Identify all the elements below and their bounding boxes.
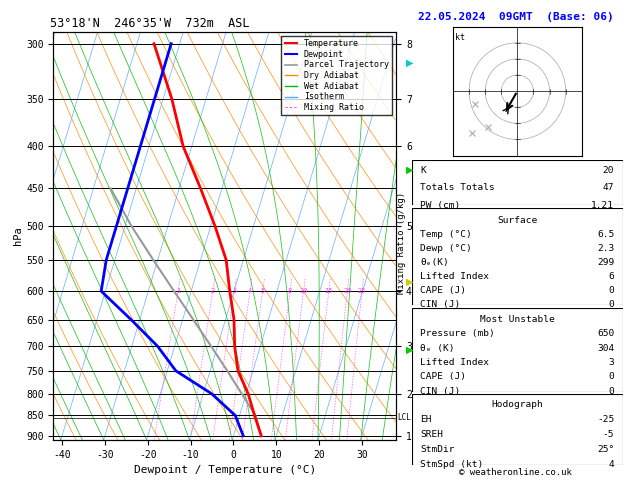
Text: ▶: ▶: [406, 277, 413, 287]
Text: 20: 20: [343, 288, 352, 294]
Text: 1: 1: [176, 288, 181, 294]
Text: 2.3: 2.3: [597, 244, 615, 253]
Text: 0: 0: [608, 372, 615, 382]
X-axis label: Dewpoint / Temperature (°C): Dewpoint / Temperature (°C): [134, 465, 316, 475]
Text: 5: 5: [260, 288, 265, 294]
Text: 25: 25: [358, 288, 366, 294]
Text: 25°: 25°: [597, 445, 615, 454]
Text: StmSpd (kt): StmSpd (kt): [420, 460, 484, 469]
Text: 8: 8: [288, 288, 292, 294]
Text: 2: 2: [211, 288, 215, 294]
Text: Lifted Index: Lifted Index: [420, 358, 489, 367]
Text: 6.5: 6.5: [597, 230, 615, 239]
Text: CIN (J): CIN (J): [420, 387, 460, 396]
Text: Totals Totals: Totals Totals: [420, 183, 495, 192]
Text: K: K: [420, 166, 426, 175]
Text: 53°18'N  246°35'W  732m  ASL: 53°18'N 246°35'W 732m ASL: [50, 17, 250, 31]
Text: ▶: ▶: [406, 58, 413, 68]
Text: CIN (J): CIN (J): [420, 300, 460, 309]
Text: θₑ(K): θₑ(K): [420, 259, 449, 267]
Text: 1.21: 1.21: [591, 201, 615, 209]
Text: 650: 650: [597, 330, 615, 338]
Text: CAPE (J): CAPE (J): [420, 372, 467, 382]
Text: 3: 3: [608, 358, 615, 367]
Text: SREH: SREH: [420, 431, 443, 439]
Text: © weatheronline.co.uk: © weatheronline.co.uk: [459, 468, 572, 477]
Text: Temp (°C): Temp (°C): [420, 230, 472, 239]
Text: 0: 0: [608, 300, 615, 309]
Legend: Temperature, Dewpoint, Parcel Trajectory, Dry Adiabat, Wet Adiabat, Isotherm, Mi: Temperature, Dewpoint, Parcel Trajectory…: [281, 36, 392, 115]
Text: Mixing Ratio (g/kg): Mixing Ratio (g/kg): [397, 192, 406, 294]
Text: Lifted Index: Lifted Index: [420, 272, 489, 281]
Y-axis label: km
ASL: km ASL: [420, 226, 437, 245]
Text: StmDir: StmDir: [420, 445, 455, 454]
Text: 4: 4: [248, 288, 252, 294]
Text: Pressure (mb): Pressure (mb): [420, 330, 495, 338]
Text: 0: 0: [608, 286, 615, 295]
Text: Hodograph: Hodograph: [491, 400, 543, 410]
Text: 20: 20: [603, 166, 615, 175]
Text: PW (cm): PW (cm): [420, 201, 460, 209]
Text: kt: kt: [455, 33, 465, 42]
Text: CAPE (J): CAPE (J): [420, 286, 467, 295]
Text: ▶: ▶: [406, 165, 413, 175]
Text: ▶: ▶: [406, 345, 413, 355]
Text: 15: 15: [325, 288, 333, 294]
Text: 4: 4: [608, 460, 615, 469]
Text: 47: 47: [603, 183, 615, 192]
Text: -5: -5: [603, 431, 615, 439]
Text: 22.05.2024  09GMT  (Base: 06): 22.05.2024 09GMT (Base: 06): [418, 12, 614, 22]
Text: 10: 10: [299, 288, 308, 294]
Text: -25: -25: [597, 416, 615, 424]
Text: Surface: Surface: [498, 216, 537, 226]
Text: θₑ (K): θₑ (K): [420, 344, 455, 353]
Text: 299: 299: [597, 259, 615, 267]
Text: EH: EH: [420, 416, 432, 424]
Y-axis label: hPa: hPa: [13, 226, 23, 245]
Text: 304: 304: [597, 344, 615, 353]
Text: Dewp (°C): Dewp (°C): [420, 244, 472, 253]
Text: 0: 0: [608, 387, 615, 396]
Text: Most Unstable: Most Unstable: [480, 315, 555, 324]
Text: 6: 6: [608, 272, 615, 281]
Text: LCL: LCL: [397, 413, 411, 422]
Text: 3: 3: [232, 288, 237, 294]
